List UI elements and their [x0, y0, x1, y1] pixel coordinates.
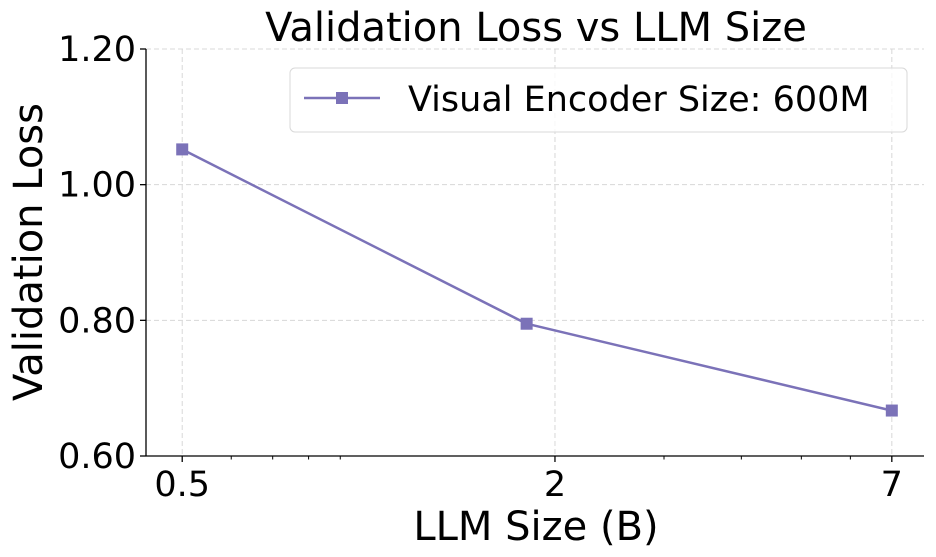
data-point-marker — [520, 317, 533, 330]
legend-box — [289, 67, 908, 133]
series-group — [176, 143, 898, 417]
y-tick-label: 0.80 — [58, 301, 136, 341]
y-axis-label: Validation Loss — [6, 103, 52, 401]
x-axis-label: LLM Size (B) — [413, 504, 658, 550]
x-tick-label: 7 — [881, 465, 903, 505]
y-tick-label: 0.60 — [58, 437, 136, 477]
ticks: 0.60 0.80 1.00 1.20 0.5 2 7 — [58, 30, 903, 505]
chart-title: Validation Loss vs LLM Size — [265, 5, 807, 51]
data-point-marker — [176, 143, 189, 156]
legend-label: Visual Encoder Size: 600M — [408, 80, 870, 120]
legend: Visual Encoder Size: 600M — [289, 67, 908, 133]
series-line — [181, 148, 893, 412]
axes-spines — [145, 49, 924, 457]
x-tick-label: 0.5 — [154, 465, 210, 505]
y-tick-label: 1.00 — [58, 166, 136, 206]
y-tick-label: 1.20 — [58, 30, 136, 70]
legend-marker-icon — [336, 92, 348, 104]
data-point-marker — [885, 404, 898, 417]
x-tick-label: 2 — [544, 465, 566, 505]
